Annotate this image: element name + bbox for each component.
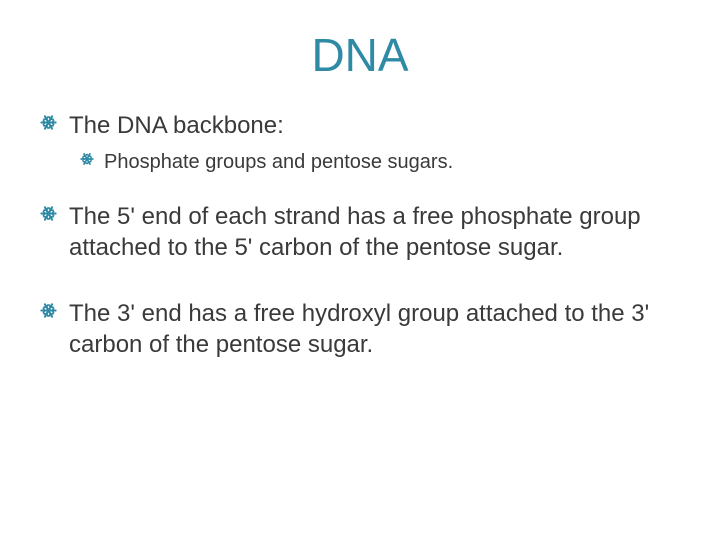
bullet-text: The DNA backbone: <box>69 110 284 141</box>
slide-title: DNA <box>40 28 680 82</box>
bullet-text: The 5' end of each strand has a free pho… <box>69 201 680 263</box>
snowflake-icon <box>40 302 57 319</box>
bullet-level-1: The 3' end has a free hydroxyl group att… <box>40 298 680 360</box>
slide-body: The DNA backbone: Phosphate groups and pe… <box>40 110 680 360</box>
snowflake-icon <box>40 114 57 131</box>
bullet-level-1: The DNA backbone: <box>40 110 680 141</box>
snowflake-icon <box>80 152 94 166</box>
bullet-text: Phosphate groups and pentose sugars. <box>104 149 453 175</box>
bullet-level-1: The 5' end of each strand has a free pho… <box>40 201 680 263</box>
bullet-level-2: Phosphate groups and pentose sugars. <box>80 149 680 175</box>
snowflake-icon <box>40 205 57 222</box>
bullet-text: The 3' end has a free hydroxyl group att… <box>69 298 680 360</box>
